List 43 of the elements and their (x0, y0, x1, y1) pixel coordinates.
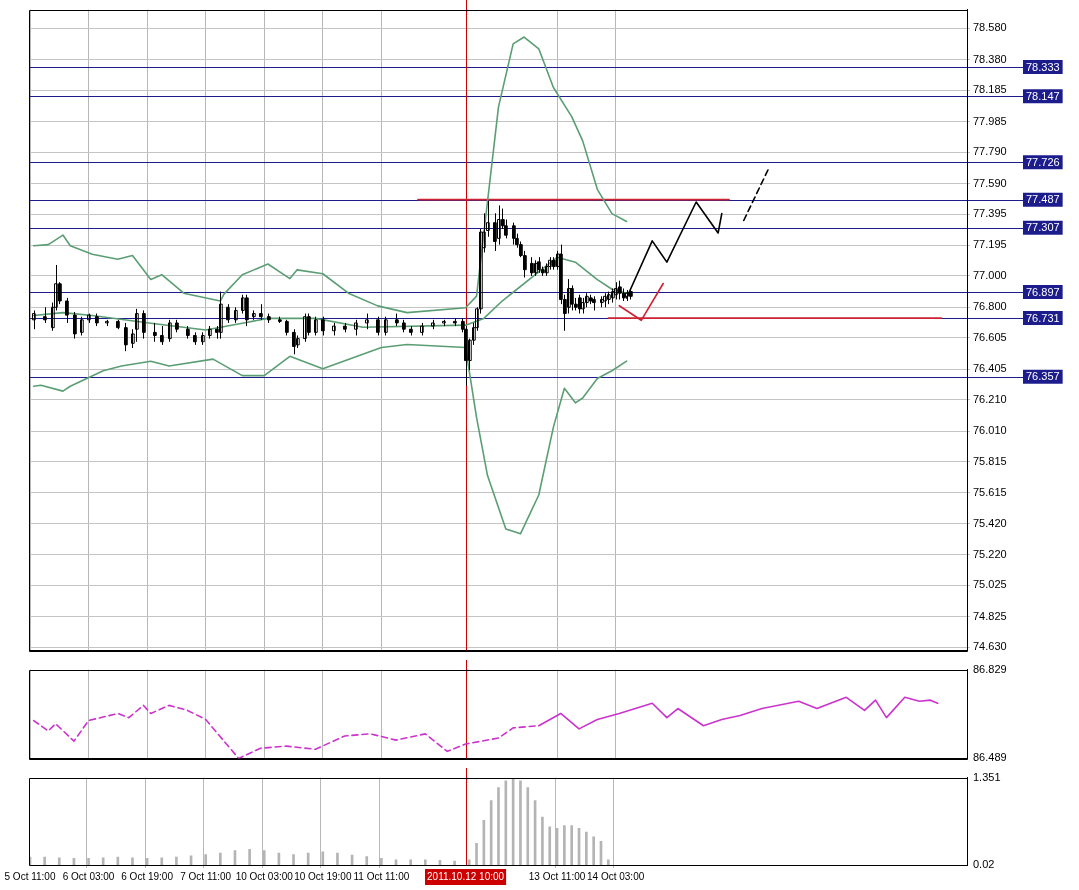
ref-line-label: 77.487 (1026, 193, 1060, 206)
y-tick-label: 86.829 (973, 662, 1007, 675)
y-tick-label: 76.605 (973, 330, 1007, 343)
ref-line-label: 76.357 (1026, 370, 1060, 383)
y-tick-label: 78.185 (973, 83, 1007, 96)
y-tick-label: 78.380 (973, 52, 1007, 65)
x-tick-label: 10 Oct 03:00 (235, 870, 294, 882)
ref-line-label: 76.731 (1026, 311, 1060, 324)
x-tick-label: 10 Oct 19:00 (294, 870, 352, 882)
x-tick-label: 11 Oct 11:00 (353, 870, 410, 882)
x-tick-label: 14 Oct 03:00 (586, 870, 645, 882)
ref-line-label: 76.897 (1026, 285, 1060, 298)
y-tick-label: 0.02 (973, 858, 995, 871)
ref-line-label: 78.147 (1026, 89, 1060, 102)
y-tick-label: 1.351 (973, 770, 1001, 783)
x-tick-label: 6 Oct 19:00 (121, 870, 174, 882)
y-tick-label: 74.825 (973, 609, 1007, 622)
y-tick-label: 77.985 (973, 114, 1007, 127)
y-tick-label: 77.395 (973, 207, 1007, 220)
y-tick-label: 76.405 (973, 362, 1007, 375)
y-tick-label: 76.210 (973, 392, 1007, 405)
y-tick-label: 75.815 (973, 454, 1007, 467)
y-tick-label: 77.000 (973, 268, 1007, 281)
y-tick-label: 77.590 (973, 176, 1007, 189)
ref-line-label: 77.726 (1026, 155, 1060, 168)
ref-line-label: 78.333 (1026, 60, 1060, 73)
y-tick-label: 76.010 (973, 424, 1007, 437)
y-tick-label: 75.420 (973, 516, 1007, 529)
y-tick-label: 75.615 (973, 485, 1007, 498)
y-tick-label: 77.195 (973, 238, 1007, 251)
y-tick-label: 77.790 (973, 145, 1007, 158)
y-tick-label: 74.630 (973, 640, 1007, 653)
x-tick-label: 13 Oct 11:00 (528, 870, 586, 882)
ref-line-label: 77.307 (1026, 221, 1060, 234)
x-tick-label: 2011.10.12 10:00 (427, 870, 505, 882)
x-tick-label: 5 Oct 11:00 (4, 870, 56, 882)
x-tick-label: 6 Oct 03:00 (62, 870, 115, 882)
y-tick-label: 75.220 (973, 547, 1007, 560)
y-tick-label: 78.580 (973, 21, 1007, 34)
y-tick-label: 76.800 (973, 300, 1007, 313)
y-tick-label: 86.489 (973, 751, 1007, 764)
x-tick-label: 7 Oct 11:00 (180, 870, 232, 882)
y-tick-label: 75.025 (973, 578, 1007, 591)
